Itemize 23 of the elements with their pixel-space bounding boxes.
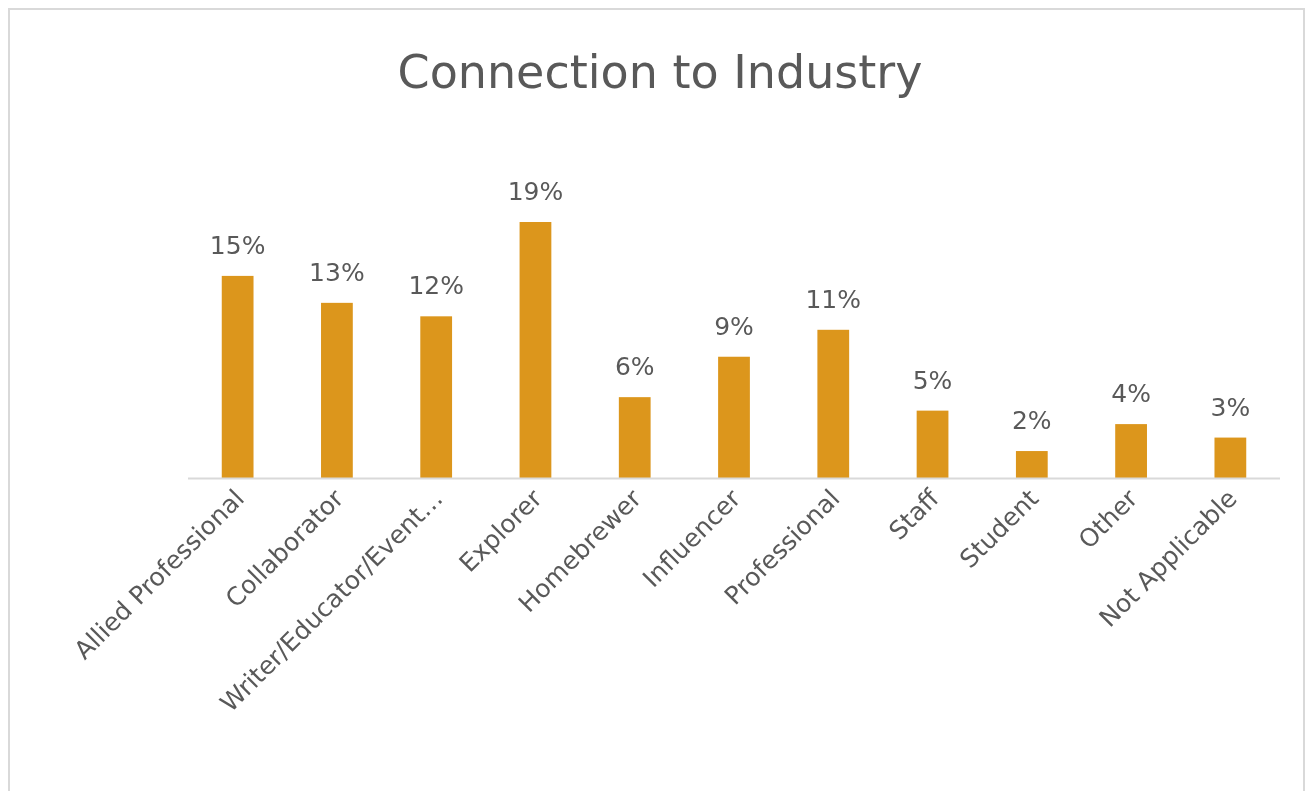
bar [1115,424,1147,478]
data-label: 2% [1011,406,1052,436]
data-label: 15% [209,230,266,260]
bar [221,275,254,478]
bar [321,302,353,478]
bar [817,329,850,478]
bar [1214,437,1247,478]
data-label: 4% [1111,379,1151,409]
data-label: 19% [507,177,564,206]
bar [1015,451,1048,478]
data-label: 12% [408,271,464,301]
chart-title: Connection to Industry [397,45,923,99]
data-label: 6% [614,352,655,382]
bar [618,397,651,478]
bar [916,410,949,478]
bar [718,356,750,478]
data-label: 11% [805,284,862,314]
data-label: 13% [309,257,365,287]
data-label: 3% [1210,392,1251,422]
bar [519,222,552,478]
data-label: 5% [912,365,953,395]
data-label: 9% [714,311,754,341]
bar [420,316,453,478]
